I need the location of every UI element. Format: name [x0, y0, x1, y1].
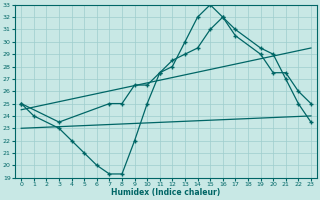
X-axis label: Humidex (Indice chaleur): Humidex (Indice chaleur): [111, 188, 221, 197]
